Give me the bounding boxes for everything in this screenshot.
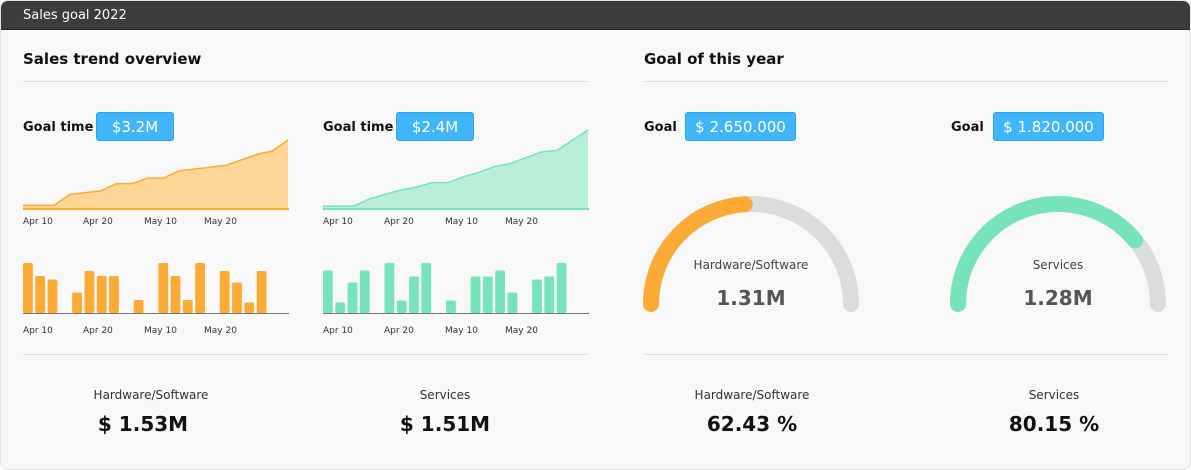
divider bbox=[644, 81, 1167, 82]
bar bbox=[195, 263, 205, 313]
bar bbox=[544, 276, 555, 313]
x-tick: Apr 20 bbox=[384, 326, 414, 336]
stat-value: 80.15 % bbox=[1008, 412, 1100, 436]
bar bbox=[232, 282, 242, 313]
bar bbox=[158, 263, 169, 313]
x-tick: May 20 bbox=[204, 326, 237, 336]
bar bbox=[182, 300, 193, 313]
gauge-fill bbox=[950, 196, 1144, 312]
bar bbox=[23, 263, 33, 313]
area-fill bbox=[323, 130, 588, 209]
goal-badge: $ 2.650.000 bbox=[685, 112, 796, 141]
bar bbox=[219, 271, 230, 313]
bar bbox=[256, 271, 267, 313]
bar bbox=[35, 276, 46, 313]
x-tick: May 10 bbox=[445, 217, 478, 227]
gauge-value: 1.28M bbox=[1023, 286, 1093, 310]
bar bbox=[409, 276, 419, 313]
x-tick: Apr 10 bbox=[323, 217, 353, 227]
gauge-services bbox=[950, 196, 1166, 312]
bar bbox=[482, 276, 493, 313]
x-tick: May 10 bbox=[144, 326, 177, 336]
bar bbox=[470, 276, 481, 313]
x-tick: May 20 bbox=[204, 217, 237, 227]
bar bbox=[170, 276, 181, 313]
x-tick: May 10 bbox=[445, 326, 478, 336]
x-tick: Apr 10 bbox=[23, 217, 53, 227]
area-chart-services bbox=[323, 129, 589, 210]
bar bbox=[133, 300, 144, 313]
bar-chart-services bbox=[323, 263, 589, 314]
stat-label: Services bbox=[1028, 388, 1080, 402]
goal-badge: $ 1.820.000 bbox=[993, 112, 1104, 141]
area-line bbox=[323, 129, 589, 207]
stat-label: Services bbox=[419, 388, 471, 402]
bar-chart-hardware bbox=[23, 263, 289, 314]
gauge-label: Hardware/Software bbox=[693, 258, 809, 272]
area-line bbox=[23, 139, 289, 207]
divider bbox=[23, 354, 588, 355]
bar bbox=[47, 279, 58, 313]
goal-year-title: Goal of this year bbox=[644, 50, 784, 68]
x-tick: Apr 10 bbox=[23, 326, 53, 336]
x-tick: Apr 20 bbox=[83, 326, 113, 336]
x-tick: Apr 10 bbox=[323, 326, 353, 336]
x-tick: May 10 bbox=[144, 217, 177, 227]
bar bbox=[446, 300, 456, 313]
divider bbox=[23, 81, 588, 82]
goal-label: Goal bbox=[951, 120, 984, 135]
goal-time-label: Goal time bbox=[323, 120, 394, 135]
stat-value: 62.43 % bbox=[706, 412, 798, 436]
bar bbox=[495, 270, 505, 313]
window-title: Sales goal 2022 bbox=[1, 1, 1190, 30]
stat-value: $ 1.53M bbox=[97, 412, 189, 436]
stat-label: Hardware/Software bbox=[694, 388, 810, 402]
stat-label: Hardware/Software bbox=[93, 388, 209, 402]
gauge-hardware bbox=[643, 196, 859, 312]
bar bbox=[359, 270, 370, 313]
x-tick: May 20 bbox=[505, 326, 538, 336]
gauge-fill bbox=[643, 196, 753, 312]
bar bbox=[347, 282, 358, 313]
bar bbox=[507, 292, 518, 313]
sales-trend-title: Sales trend overview bbox=[23, 50, 202, 68]
bar bbox=[335, 302, 346, 313]
divider bbox=[644, 354, 1167, 355]
bar bbox=[72, 292, 82, 313]
x-tick: Apr 20 bbox=[384, 217, 414, 227]
bar bbox=[109, 276, 119, 313]
bar bbox=[84, 271, 95, 313]
bar bbox=[421, 263, 432, 313]
bar bbox=[556, 263, 567, 313]
gauge-label: Services bbox=[1032, 258, 1084, 272]
bar bbox=[96, 276, 107, 313]
goal-label: Goal bbox=[644, 120, 677, 135]
bar bbox=[244, 302, 255, 313]
x-tick: May 20 bbox=[505, 217, 538, 227]
goal-time-badge: $3.2M bbox=[96, 112, 174, 141]
x-tick: Apr 20 bbox=[83, 217, 113, 227]
bar bbox=[323, 270, 333, 313]
goal-time-label: Goal time bbox=[23, 120, 94, 135]
bar bbox=[384, 263, 395, 313]
area-chart-hardware bbox=[23, 139, 289, 210]
stat-value: $ 1.51M bbox=[399, 412, 491, 436]
area-fill bbox=[23, 140, 288, 209]
bar bbox=[396, 300, 407, 313]
goal-time-badge: $2.4M bbox=[396, 112, 474, 141]
gauge-value: 1.31M bbox=[716, 286, 786, 310]
bar bbox=[532, 279, 542, 313]
